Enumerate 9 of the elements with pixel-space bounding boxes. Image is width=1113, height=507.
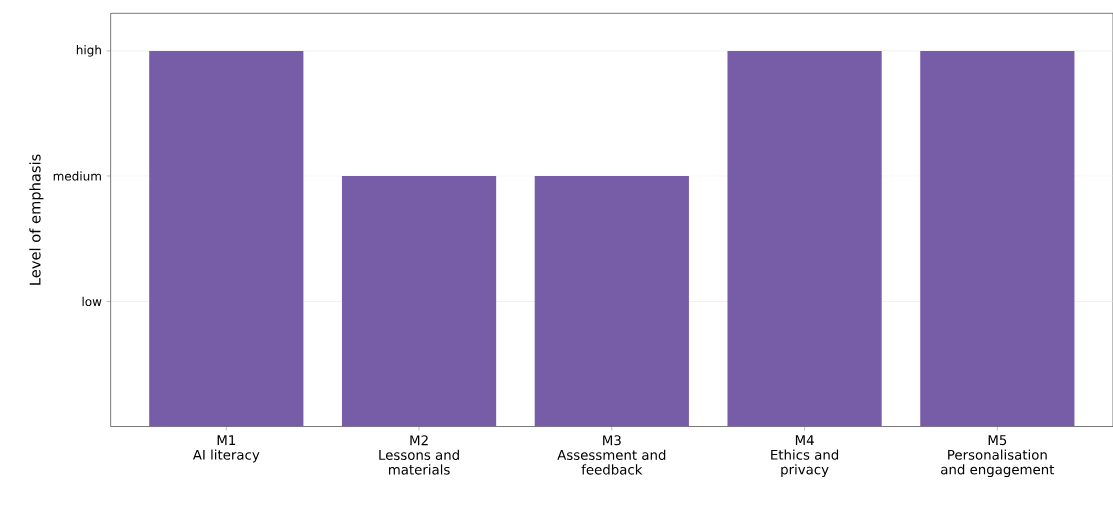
ref-line-label: medium — [53, 171, 101, 181]
ref-line-label: high — [76, 45, 101, 57]
ref-line-label: low — [82, 297, 102, 307]
x-tick-label: M2 Lessons and materials — [379, 435, 459, 475]
x-tick-label: M4 Ethics and privacy — [771, 435, 839, 478]
x-tick-label: M1 AI literacy — [192, 435, 260, 463]
x-tick-label: M3 Assessment and feedback — [557, 435, 666, 475]
x-tick-label: M5 Personalisation and engagement — [941, 435, 1055, 478]
y-axis-title: Level of emphasis — [29, 154, 44, 285]
